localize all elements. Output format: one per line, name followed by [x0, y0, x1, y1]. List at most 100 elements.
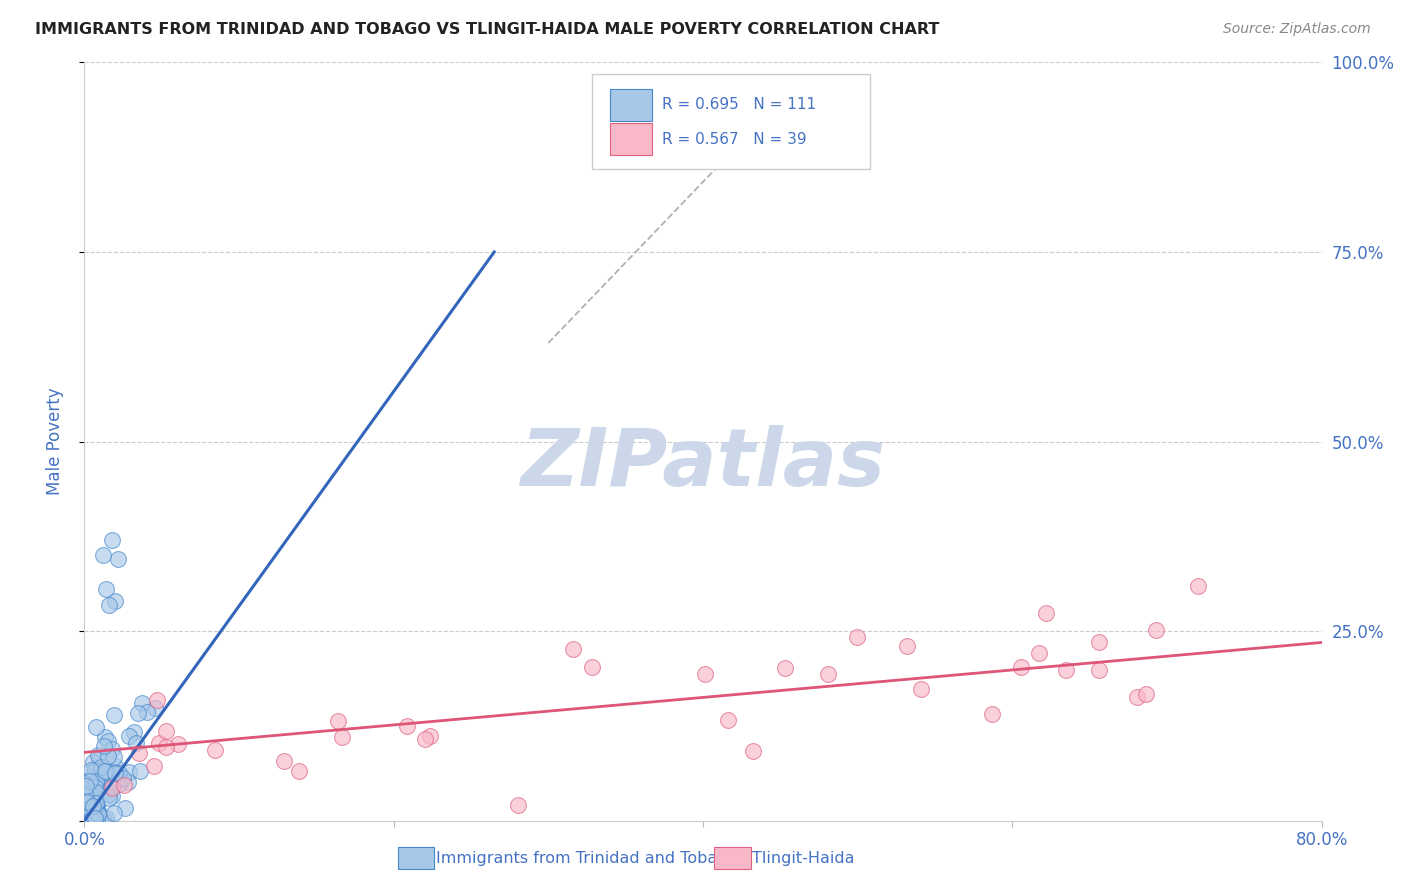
Point [127, 706, 149, 720]
Point [87, 805, 110, 820]
Point [82, 804, 104, 818]
Point [101, 789, 124, 804]
Point [1028, 646, 1050, 660]
Point [82, 771, 104, 785]
Point [1088, 635, 1111, 649]
Point [896, 639, 918, 653]
Point [112, 771, 135, 785]
Point [103, 805, 125, 820]
Point [75, 801, 97, 815]
Point [561, 641, 583, 656]
Point [75, 787, 97, 801]
Point [75, 792, 97, 806]
Point [1010, 659, 1032, 673]
Point [96, 778, 118, 792]
Point [107, 771, 129, 785]
Point [94, 731, 117, 745]
FancyBboxPatch shape [592, 74, 870, 169]
FancyBboxPatch shape [610, 123, 652, 155]
Point [100, 780, 122, 795]
Point [79, 813, 101, 827]
Point [98, 598, 121, 612]
Point [76, 788, 98, 802]
Point [131, 696, 153, 710]
Point [89, 812, 111, 826]
Point [97, 749, 120, 764]
Point [82, 813, 104, 827]
Point [80, 764, 103, 778]
Point [1135, 687, 1157, 701]
Point [112, 778, 135, 792]
Point [146, 693, 169, 707]
Point [94, 764, 117, 778]
Point [84, 762, 107, 776]
Point [86, 797, 108, 811]
Text: IMMIGRANTS FROM TRINIDAD AND TOBAGO VS TLINGIT-HAIDA MALE POVERTY CORRELATION CH: IMMIGRANTS FROM TRINIDAD AND TOBAGO VS T… [35, 22, 939, 37]
Point [717, 713, 740, 727]
FancyBboxPatch shape [610, 89, 652, 120]
Point [75, 782, 97, 797]
Point [773, 661, 796, 675]
Point [83, 764, 105, 778]
Point [94, 765, 117, 780]
Point [82, 794, 104, 808]
Point [91, 548, 114, 563]
Point [97, 766, 120, 780]
Point [395, 719, 418, 733]
Point [76, 795, 98, 809]
Text: R = 0.567   N = 39: R = 0.567 N = 39 [662, 131, 807, 146]
Point [103, 759, 125, 773]
Point [104, 765, 127, 780]
Point [910, 682, 932, 697]
Point [101, 779, 124, 793]
Point [118, 765, 141, 780]
Point [980, 707, 1002, 722]
Point [118, 729, 141, 743]
Point [87, 807, 110, 822]
Point [75, 813, 97, 827]
Point [125, 736, 148, 750]
Point [419, 729, 441, 743]
Point [101, 533, 124, 548]
Point [82, 798, 104, 813]
Point [100, 764, 122, 779]
Point [82, 813, 104, 827]
Point [86, 813, 108, 827]
Point [79, 813, 101, 827]
Point [1126, 690, 1149, 704]
Point [581, 660, 603, 674]
Point [75, 803, 97, 817]
Point [326, 714, 349, 728]
Point [91, 813, 114, 827]
Point [413, 732, 436, 747]
Point [94, 767, 117, 781]
Point [107, 552, 129, 566]
Point [86, 813, 108, 827]
Point [107, 777, 129, 791]
Point [1144, 623, 1167, 637]
Point [845, 630, 868, 644]
Point [1088, 663, 1111, 677]
Point [142, 759, 165, 773]
Point [84, 720, 107, 734]
Point [80, 771, 103, 785]
Point [84, 777, 107, 791]
Point [83, 813, 105, 827]
Point [80, 813, 103, 827]
Point [94, 582, 117, 597]
Point [84, 785, 107, 799]
Point [82, 755, 104, 769]
Point [508, 798, 530, 813]
Point [817, 666, 839, 681]
Point [204, 743, 226, 757]
Point [83, 813, 105, 827]
Point [90, 772, 112, 787]
Point [287, 764, 309, 778]
Text: Immigrants from Trinidad and Tobago: Immigrants from Trinidad and Tobago [436, 852, 737, 866]
Point [96, 811, 118, 825]
Point [167, 737, 190, 751]
Point [148, 736, 170, 750]
Point [77, 807, 100, 822]
Point [155, 723, 177, 738]
Point [128, 747, 150, 761]
